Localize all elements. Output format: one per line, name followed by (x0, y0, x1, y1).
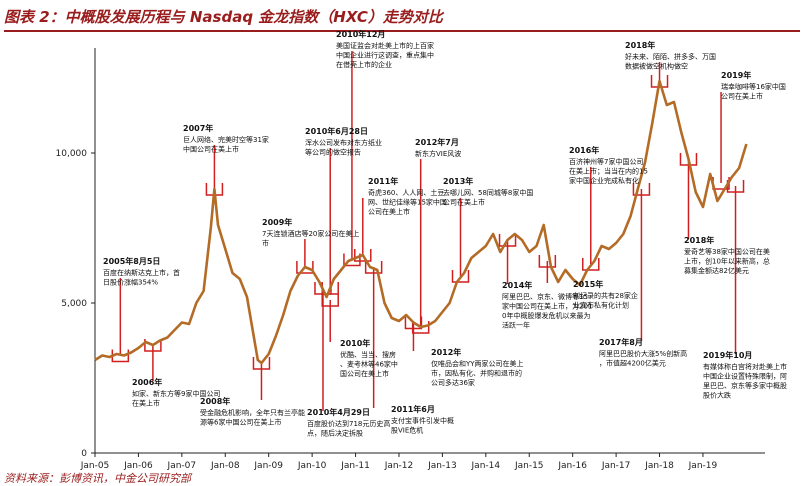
annotation-date: 2018年 (684, 235, 714, 245)
y-tick-label: 0 (81, 449, 87, 459)
annotation-date: 2011年 (368, 176, 398, 186)
annotation-bracket (144, 339, 162, 352)
annotation-text: 如家、新东方等9家中国公司在美上市 (132, 389, 220, 408)
x-tick-label: Jan-06 (123, 461, 153, 471)
y-tick-label: 10,000 (56, 149, 88, 159)
annotation-text: 创纪录的共有28家企业宣布私有化计划 (573, 291, 638, 310)
annotation-text: 受金融危机影响，全年只有兰亭能源等6家中国公司在美上市 (200, 408, 305, 427)
x-tick-label: Jan-09 (253, 461, 283, 471)
annotation-text: 爱奇艺等38家中国公司在美上市，创10年以来新高，总募集金额达82亿美元 (684, 247, 770, 275)
source-note: 资料来源：彭博资讯，中金公司研究部 (4, 472, 191, 485)
title-divider (4, 30, 800, 32)
annotation-markers (111, 51, 745, 411)
x-tick-label: Jan-17 (601, 461, 631, 471)
annotation-bracket (364, 261, 383, 274)
annotation-date: 2016年 (569, 145, 599, 155)
annotation-bracket (404, 316, 423, 330)
x-tick-label: Jan-05 (80, 461, 110, 471)
annotation-bracket (582, 258, 600, 271)
chart-axes: 0 5,000 10,000 Jan-05 Jan-06 Jan-07 Jan-08 Jan-… (56, 48, 765, 471)
annotation-date: 2019年10月 (703, 350, 752, 360)
x-tick-label: Jan-12 (384, 461, 414, 471)
annotation-date: 2010年4月29日 (307, 407, 370, 417)
annotation-text: 百度在纳斯达克上市，首日股价涨幅354% (103, 268, 180, 287)
annotation-date: 2005年8月5日 (103, 256, 160, 266)
annotation-date: 2013年 (443, 176, 473, 186)
annotation-text: 优酷、当当、搜房、麦考林等46家中国公司在美上市 (340, 350, 398, 378)
annotation-bracket (343, 253, 361, 267)
y-tick-label: 5,000 (61, 299, 87, 309)
annotation-bracket (321, 294, 339, 307)
annotation-text: 好未来、陌陌、拼多多、万国数据被做空机构做空 (625, 52, 716, 71)
annotation-date: 2010年12月 (336, 29, 385, 39)
x-tick-label: Jan-15 (514, 461, 544, 471)
annotation-bracket (632, 183, 651, 196)
annotation-text: 阿里巴巴股价大涨5%创新高，市值超4200亿美元 (599, 349, 687, 368)
annotation-date: 2009年 (262, 217, 292, 227)
annotation-text: 阿里巴巴、京东、微博等15 家中国公司在美上市，为201 0年中概股爆发危机以来最为… (502, 292, 592, 330)
annotation-date: 2011年6月 (391, 404, 435, 414)
annotation-date: 2012年7月 (415, 137, 459, 147)
annotation-date: 2010年6月28日 (305, 126, 368, 136)
annotation-bracket (411, 321, 430, 334)
x-tick-label: Jan-18 (644, 461, 674, 471)
annotation-text: 浑水公司发布对东方纸业等公司的做空报告 (305, 138, 382, 157)
x-tick-label: Jan-13 (427, 461, 457, 471)
annotation-date: 2015年 (573, 279, 603, 289)
chart-series (94, 79, 748, 365)
annotation-date: 2017年8月 (599, 337, 643, 347)
x-tick-label: Jan-07 (167, 461, 197, 471)
annotation-bracket (252, 357, 271, 370)
annotation-text: 巨人网络、完美时空等31家中国公司在美上市 (183, 135, 269, 154)
annotation-bracket (498, 234, 517, 247)
x-tick-label: Jan-16 (557, 461, 587, 471)
annotation-bracket (354, 249, 372, 262)
annotation-text: 7天连锁酒店等20家公司在美上市 (262, 229, 359, 248)
annotation-text: 支付宝事件引发中概股VIE危机 (391, 416, 454, 435)
annotation-text: 瑞幸咖啡等16家中国公司在美上市 (721, 82, 786, 101)
x-tick-label: Jan-08 (210, 461, 240, 471)
annotation-bracket (451, 270, 470, 283)
series-line (94, 79, 748, 365)
annotation-date: 2007年 (183, 123, 213, 133)
annotation-date: 2010年 (340, 338, 370, 348)
annotation-text: 奇虎360、人人网、土豆网、世纪佳缘等15家中国公司在美上市 (368, 188, 447, 216)
annotation-text: 美国证监会对赴美上市的上百家中国企业进行这调查，重点集中在借壳上市的企业 (336, 41, 434, 69)
annotation-date: 2014年 (502, 280, 532, 290)
annotation-date: 2012年 (431, 347, 461, 357)
annotation-text: 去哪儿网、58同城等8家中国公司在美上市 (443, 188, 533, 207)
annotation-bracket (296, 261, 314, 274)
chart-title: 图表 2：中概股发展历程与 Nasdaq 金龙指数（HXC）走势对比 (4, 8, 443, 26)
annotation-date: 2006年 (132, 377, 162, 387)
x-tick-label: Jan-10 (297, 461, 327, 471)
annotation-text: 新东方VIE风波 (415, 149, 461, 158)
annotation-bracket (538, 255, 557, 268)
annotation-text: 百度股价达到718元历史高点，随后决定拆股 (307, 419, 390, 438)
annotation-date: 2008年 (200, 396, 230, 406)
x-tick-label: Jan-14 (471, 461, 501, 471)
annotation-text: 有媒体称白宫将对赴美上市中国企业设置特殊限制，阿里巴巴、京东等多家中概股股价大跌 (703, 362, 787, 400)
x-tick-label: Jan-11 (340, 461, 370, 471)
x-tick-label: Jan-19 (688, 461, 718, 471)
annotation-date: 2018年 (625, 40, 655, 50)
annotation-date: 2019年 (721, 70, 751, 80)
annotation-text: 百济神州等7家中国公司在美上市；当当在内的15 家中国企业完成私有化 (569, 157, 648, 185)
annotation-text: 仅唯品会和YY两家公司在美上市，因私有化、并购和退市的公司多达36家 (431, 359, 524, 387)
